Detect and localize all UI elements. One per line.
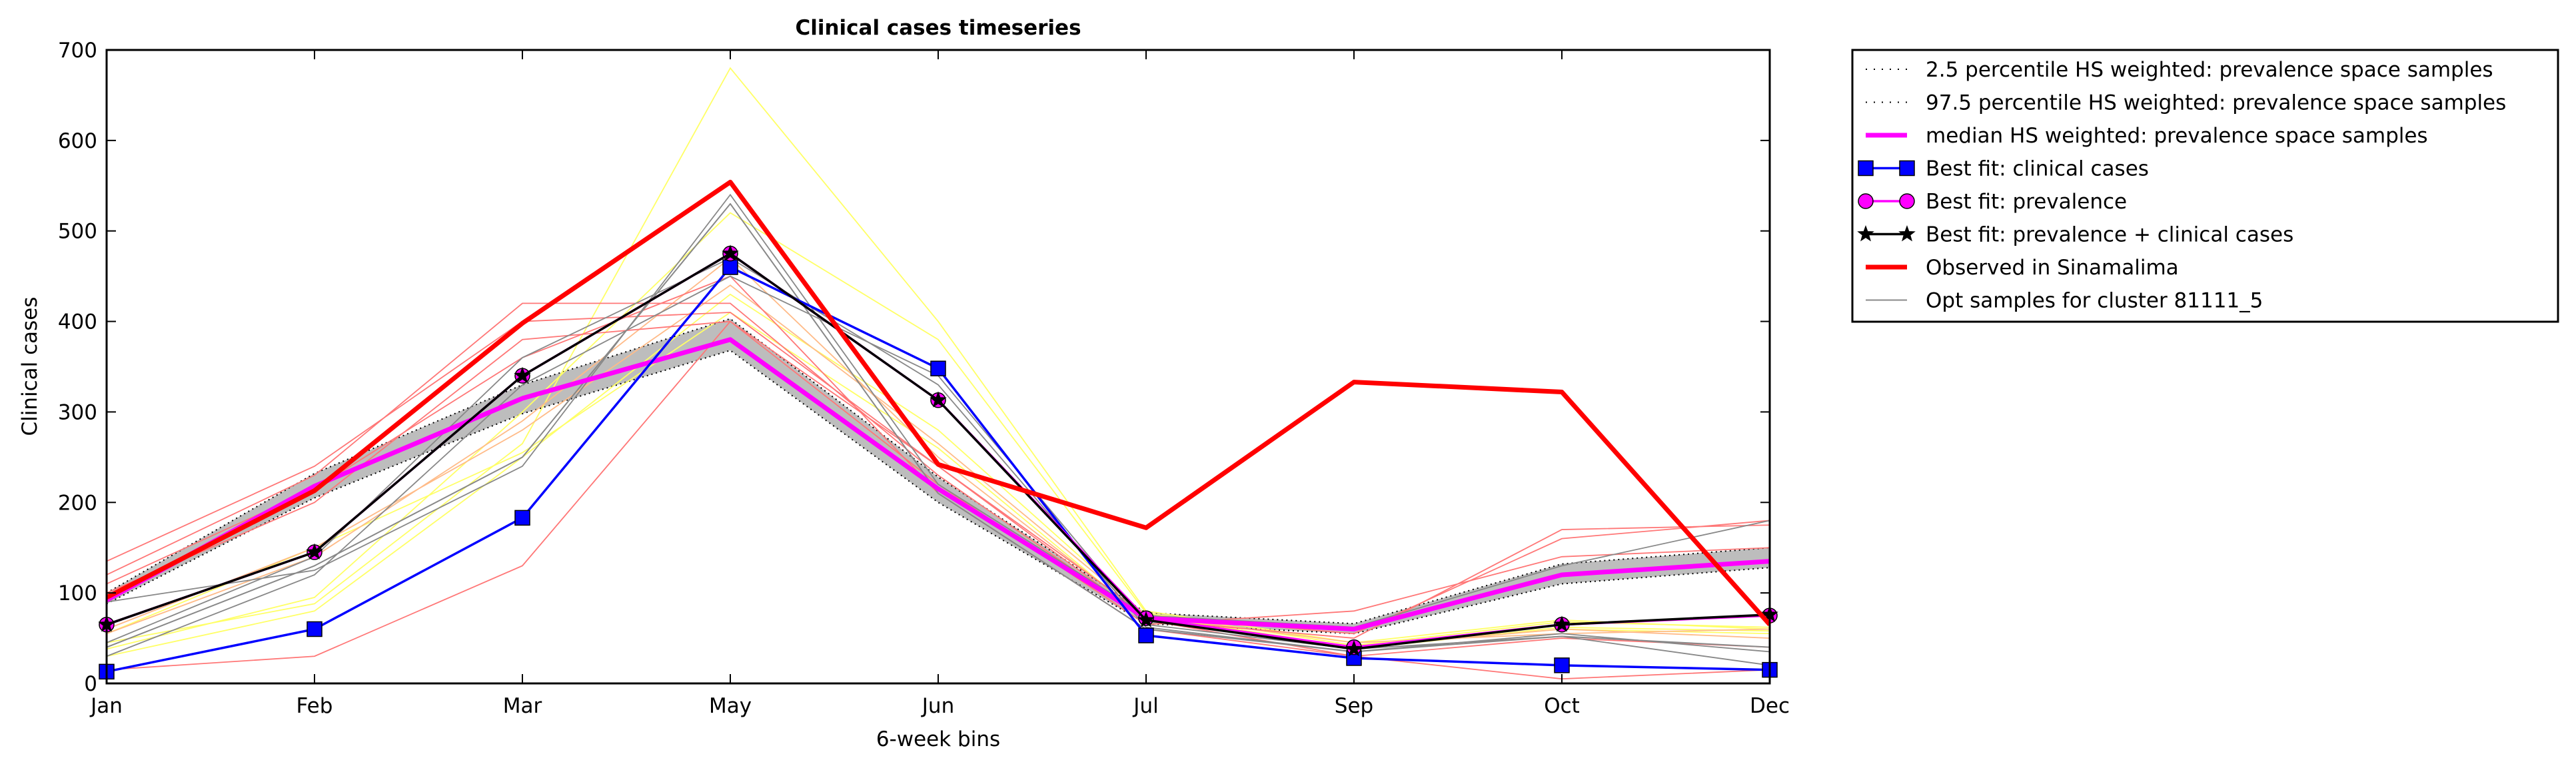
series-1-point-1 [307, 621, 322, 637]
sample-line-5 [106, 284, 1770, 643]
legend-marker-left-5 [1857, 225, 1874, 242]
p2.5-line [106, 349, 1770, 635]
series-5 [106, 202, 1770, 653]
legend-entries: 2.5 percentile HS weighted: prevalence s… [1857, 58, 2506, 313]
legend-entry-0: 2.5 percentile HS weighted: prevalence s… [1866, 58, 2493, 82]
x-axis-label: 6-week bins [876, 727, 1000, 751]
sample-line-3 [106, 311, 1770, 650]
x-tick-label-6: Sep [1335, 694, 1373, 718]
series-1-point-3 [722, 259, 738, 275]
legend-marker-left-3 [1858, 160, 1874, 177]
series-layer [98, 179, 1778, 680]
series-0-line [105, 337, 1770, 631]
legend-label-7: Opt samples for cluster 81111_5 [1926, 289, 2263, 313]
legend-entry-7: Opt samples for cluster 81111_5 [1866, 289, 2263, 313]
series-1-point-7 [1554, 657, 1570, 673]
legend-marker-left-4 [1858, 193, 1874, 209]
plot-area [98, 49, 1778, 685]
series-4-line [105, 179, 1772, 627]
series-3-point-1 [306, 543, 323, 560]
x-tick-label-8: Dec [1750, 694, 1790, 718]
series-4 [105, 179, 1772, 627]
series-3-point-5 [1137, 611, 1155, 627]
series-3-point-7 [1553, 615, 1571, 632]
legend-entry-1: 97.5 percentile HS weighted: prevalence … [1866, 91, 2506, 115]
x-tick-label-7: Oct [1544, 694, 1580, 718]
y-tick-label-2: 200 [58, 491, 97, 515]
x-tick-label-5: Jul [1132, 694, 1158, 718]
series-1-point-5 [1138, 627, 1154, 643]
x-tick-label-0: Jan [89, 694, 123, 718]
y-tick-label-1: 100 [58, 581, 97, 605]
legend-entry-4: Best fit: prevalence [1858, 190, 2127, 214]
legend-marker-right-5 [1898, 225, 1916, 242]
legend-entry-6: Observed in Sinamalima [1866, 256, 2179, 280]
series-1-point-2 [514, 510, 530, 526]
legend-label-3: Best fit: clinical cases [1926, 157, 2149, 181]
series-3-point-3 [722, 244, 739, 261]
series-0 [105, 337, 1770, 631]
series-3-point-4 [930, 391, 947, 408]
legend-label-5: Best fit: prevalence + clinical cases [1926, 223, 2293, 247]
series-3-point-2 [514, 366, 531, 383]
legend-marker-right-3 [1899, 160, 1915, 177]
legend-label-6: Observed in Sinamalima [1926, 256, 2179, 280]
series-5-line [106, 202, 1770, 653]
legend-entry-2: median HS weighted: prevalence space sam… [1866, 124, 2428, 148]
y-tick-label-0: 0 [84, 672, 97, 696]
legend-box [1851, 49, 2559, 323]
y-axis-label: Clinical cases [18, 296, 42, 436]
sample-line-12 [106, 257, 1770, 653]
series-1-point-4 [930, 360, 946, 376]
legend-label-2: median HS weighted: prevalence space sam… [1926, 124, 2428, 148]
y-tick-label-3: 300 [58, 400, 97, 424]
legend-label-4: Best fit: prevalence [1926, 190, 2127, 214]
legend-label-0: 2.5 percentile HS weighted: prevalence s… [1926, 58, 2493, 82]
y-tick-label-6: 600 [58, 129, 97, 153]
legend-marker-right-4 [1899, 193, 1915, 209]
y-tick-label-4: 400 [58, 310, 97, 334]
x-tick-label-2: Mar [503, 694, 542, 718]
legend-entry-5: Best fit: prevalence + clinical cases [1857, 223, 2293, 247]
legend-entry-3: Best fit: clinical cases [1858, 157, 2149, 181]
axes-layer: 0 100 200 300 400 500 600 700 Jan Feb Mar May Jun Jul… [58, 39, 1790, 718]
sample-line-11 [106, 193, 1770, 628]
chart-title: Clinical cases timeseries [795, 16, 1081, 40]
x-tick-label-4: Jun [921, 694, 954, 718]
x-tick-label-3: May [709, 694, 752, 718]
x-tick-label-1: Feb [297, 694, 333, 718]
series-3-point-6 [1345, 639, 1363, 657]
legend: 2.5 percentile HS weighted: prevalence s… [1851, 49, 2559, 323]
y-tick-label-5: 500 [58, 220, 97, 244]
y-tick-label-7: 700 [58, 39, 97, 63]
sample-line-0 [106, 67, 1770, 643]
legend-label-1: 97.5 percentile HS weighted: prevalence … [1926, 91, 2506, 115]
